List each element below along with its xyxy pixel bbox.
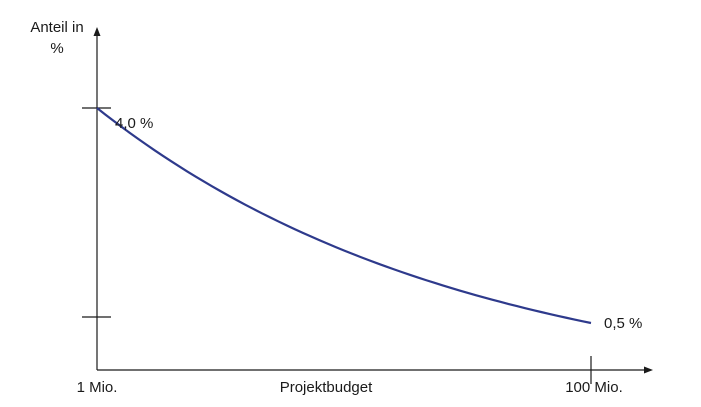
x-axis-arrow bbox=[644, 366, 653, 374]
data-label-start: 4,0 % bbox=[115, 115, 153, 132]
y-axis-arrow bbox=[93, 27, 101, 36]
data-label-end: 0,5 % bbox=[604, 315, 642, 332]
x-tick-label-end: 100 Mio. bbox=[565, 379, 623, 396]
x-tick-label-start: 1 Mio. bbox=[77, 379, 118, 396]
y-axis-label-line2: % bbox=[50, 40, 63, 57]
series-line bbox=[96, 107, 592, 325]
y-axis-label-line1: Anteil in bbox=[30, 19, 83, 36]
x-axis-label: Projektbudget bbox=[280, 379, 373, 396]
